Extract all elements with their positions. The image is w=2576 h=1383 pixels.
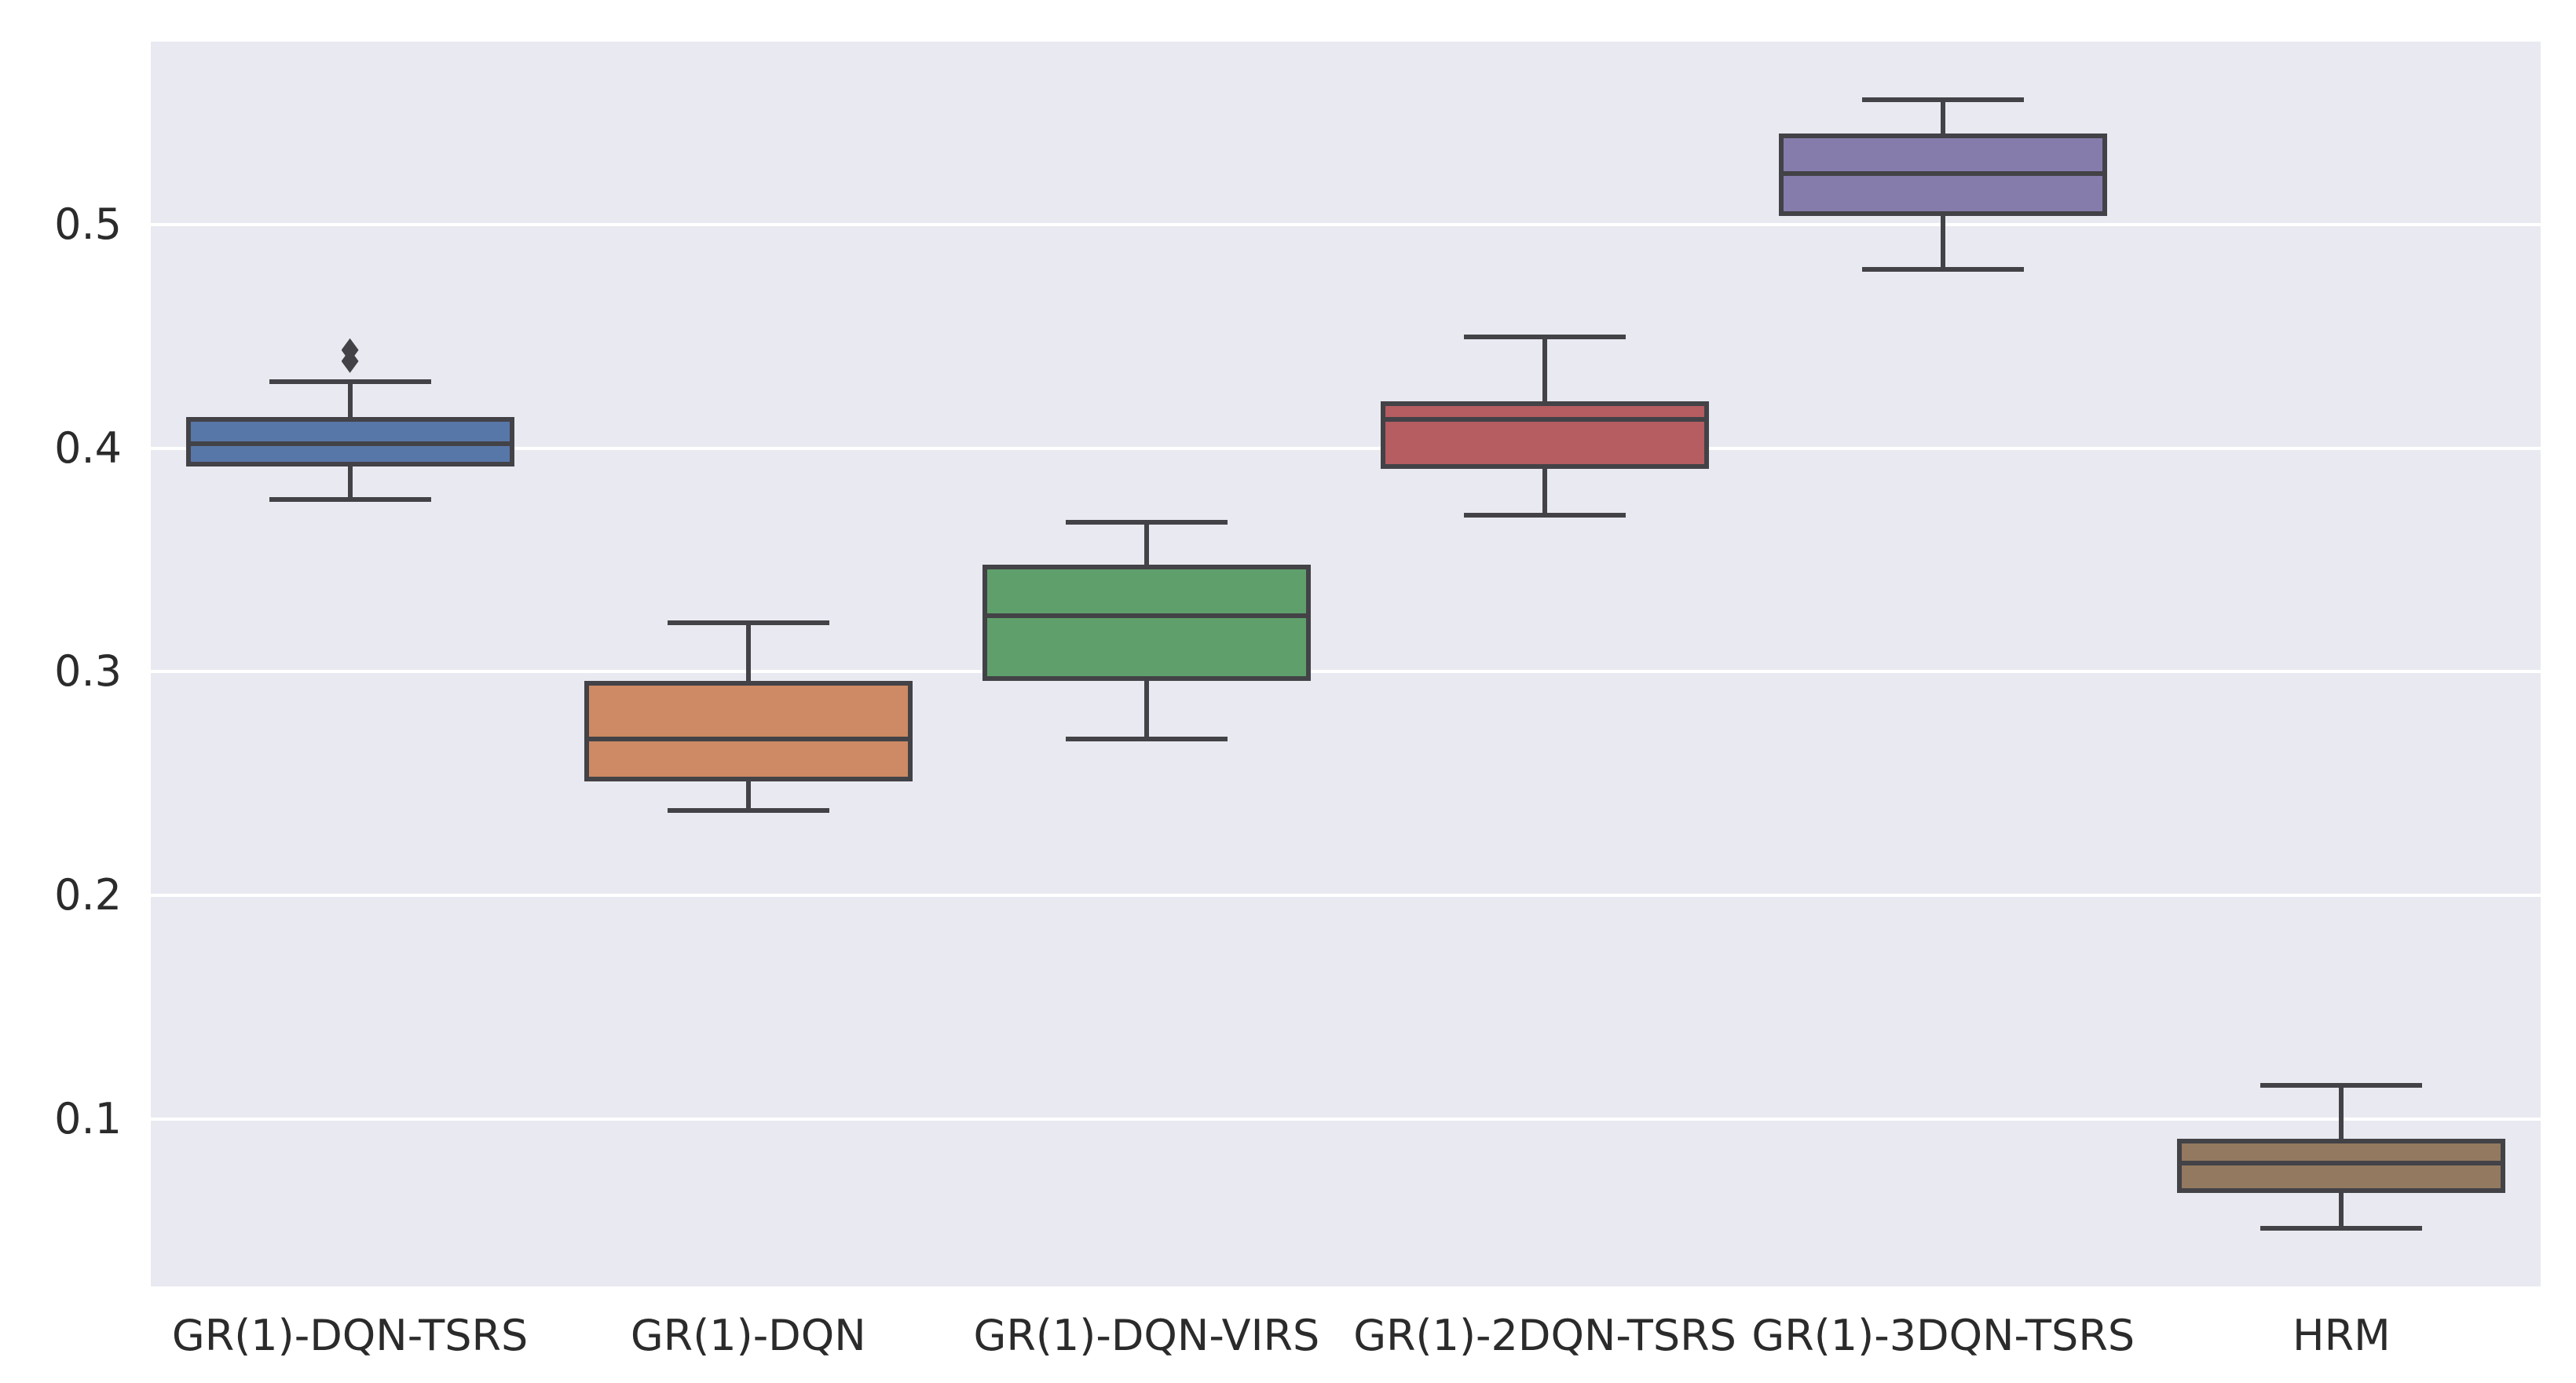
y-tick-label: 0.5	[54, 199, 122, 250]
lower-whisker-cap	[667, 807, 829, 813]
lower-whisker-stem	[1542, 466, 1548, 516]
upper-whisker-stem	[1542, 336, 1548, 404]
lower-whisker-stem	[1143, 678, 1149, 739]
upper-whisker-stem	[1941, 99, 1946, 136]
upper-whisker-stem	[2339, 1085, 2344, 1142]
gridline-y-0.5	[151, 223, 2541, 227]
upper-whisker-stem	[1143, 521, 1149, 567]
upper-whisker-stem	[347, 381, 353, 419]
upper-whisker-cap	[667, 620, 829, 625]
lower-whisker-cap	[1065, 736, 1228, 741]
lower-whisker-stem	[1941, 214, 1946, 270]
median-line	[1781, 170, 2106, 176]
median-line	[586, 736, 910, 741]
gridline-y-0.1	[151, 1117, 2541, 1121]
iqr-box	[1381, 401, 1710, 469]
plot-area	[151, 42, 2541, 1286]
x-tick-label: GR(1)-2DQN-TSRS	[1353, 1311, 1736, 1360]
median-line	[984, 613, 1308, 619]
gridline-y-0.4	[151, 446, 2541, 450]
median-line	[188, 441, 512, 447]
upper-whisker-cap	[2260, 1082, 2423, 1088]
y-tick-label: 0.2	[54, 870, 122, 920]
gridline-y-0.2	[151, 894, 2541, 898]
x-tick-label: GR(1)-3DQN-TSRS	[1751, 1311, 2135, 1360]
lower-whisker-stem	[347, 463, 353, 500]
x-tick-label: HRM	[2292, 1311, 2391, 1360]
median-line	[2179, 1161, 2504, 1166]
y-tick-label: 0.3	[54, 646, 122, 697]
lower-whisker-cap	[1862, 267, 2025, 273]
upper-whisker-cap	[1464, 334, 1626, 339]
iqr-box	[584, 680, 913, 782]
lower-whisker-stem	[745, 779, 751, 810]
upper-whisker-cap	[1065, 519, 1228, 525]
x-tick-label: GR(1)-DQN	[630, 1311, 866, 1360]
outlier-flier	[341, 338, 359, 362]
median-line	[1383, 416, 1707, 422]
lower-whisker-cap	[1464, 513, 1626, 518]
x-tick-label: GR(1)-DQN-TSRS	[171, 1311, 529, 1360]
y-tick-label: 0.4	[54, 423, 122, 473]
lower-whisker-stem	[2339, 1190, 2344, 1228]
lower-whisker-cap	[269, 497, 431, 503]
y-tick-label: 0.1	[54, 1093, 122, 1143]
upper-whisker-cap	[269, 379, 431, 384]
upper-whisker-stem	[745, 622, 751, 683]
lower-whisker-cap	[2260, 1226, 2423, 1231]
upper-whisker-cap	[1862, 97, 2025, 102]
iqr-box	[982, 564, 1311, 681]
gridline-y-0.3	[151, 670, 2541, 674]
x-tick-label: GR(1)-DQN-VIRS	[973, 1311, 1320, 1360]
